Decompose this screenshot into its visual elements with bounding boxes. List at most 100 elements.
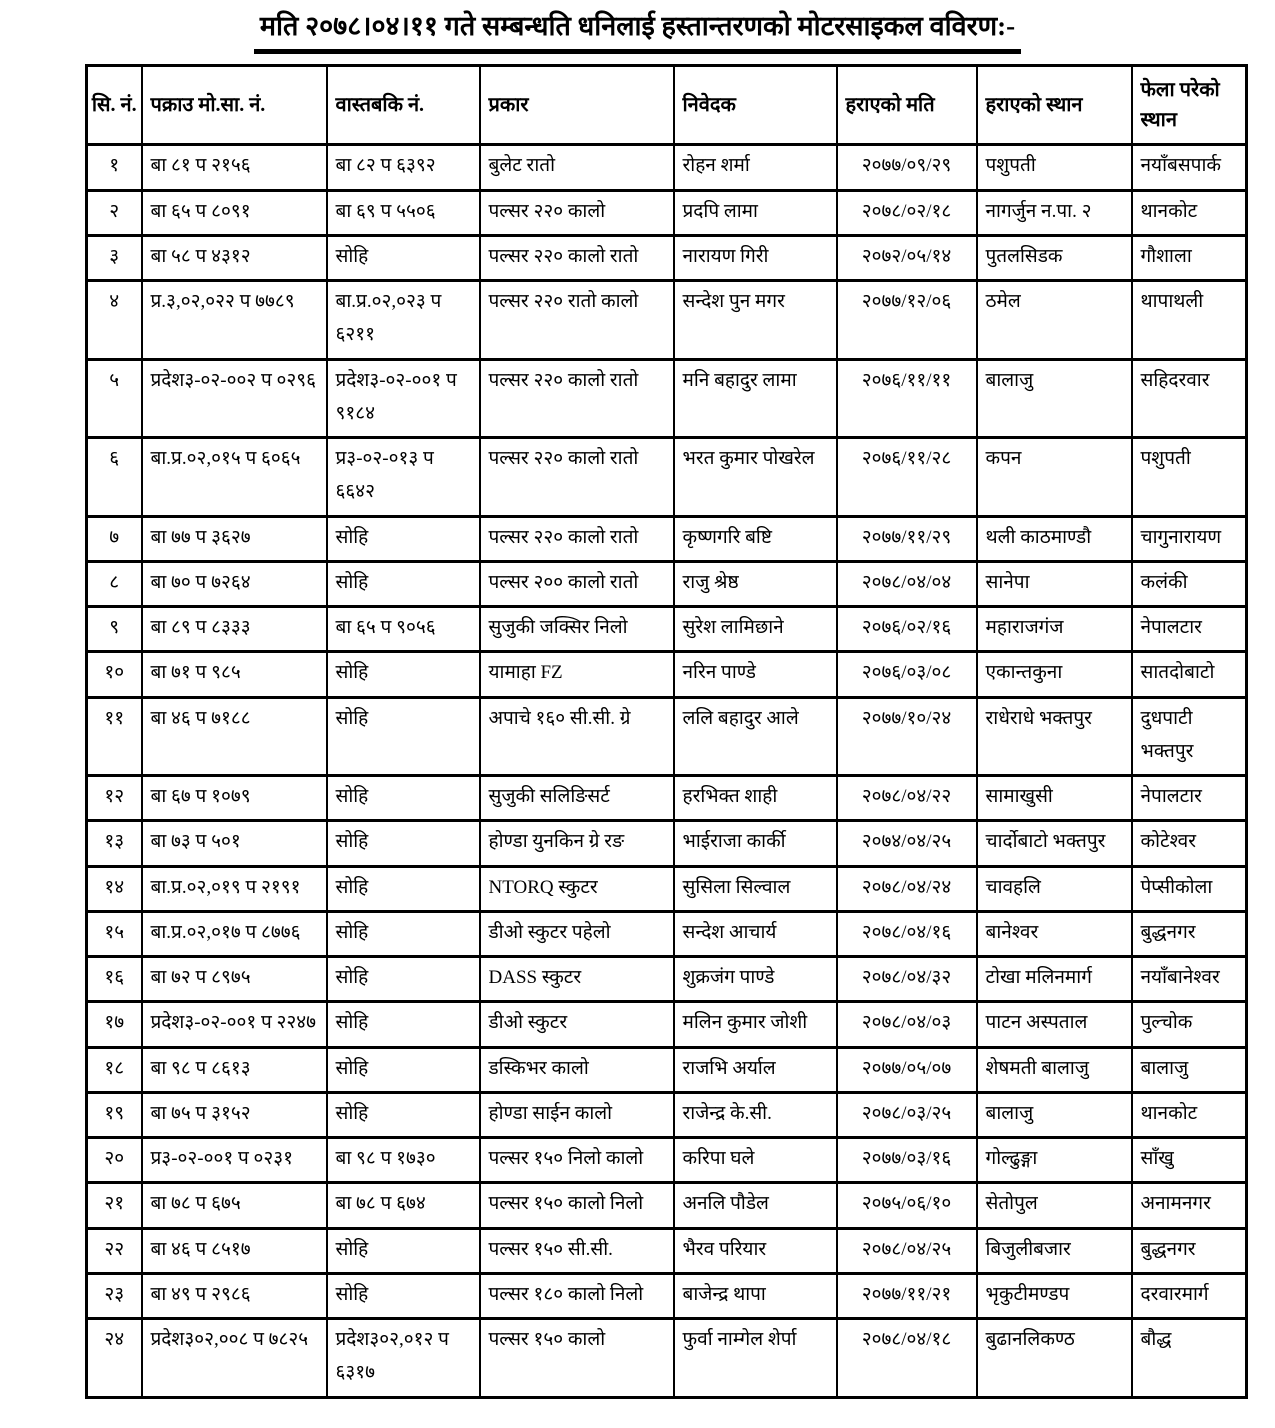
table-cell: १८ (85, 1045, 143, 1094)
table-cell: होण्डा युनकिन ग्रे रङ (478, 819, 675, 868)
table-cell: साँखु (1130, 1136, 1248, 1185)
table-cell: पुतलसिडक (975, 233, 1133, 283)
table-cell: बुलेट रातो (478, 143, 675, 192)
page-title: मति २०७८।०४।११ गते सम्बन्धति धनिलाई हस्त… (253, 8, 1022, 55)
table-row: २ बा ६५ प ८०९१ बा ६९ प ५५०६ पल्सर २२० कालो प… (85, 188, 1248, 237)
table-cell: नागर्जुन न.पा. २ (975, 188, 1133, 237)
table-cell: बा ९८ प १७३० (325, 1136, 481, 1185)
table-cell: DASS स्कुटर (478, 955, 675, 1004)
table-cell: १३ (85, 819, 143, 868)
table-cell: २०७६/०२/१६ (835, 605, 978, 654)
table-cell: २०७८/०४/३२ (835, 955, 978, 1004)
table-cell: प्रदेश३-०२-००१ प ९१८४ (325, 357, 481, 440)
table-cell: राजु श्रेष्ठ (672, 559, 838, 609)
table-cell: सोहि (325, 1090, 481, 1140)
table-cell: ३ (85, 233, 143, 283)
table-row: १६ बा ७२ प ८९७५ सोहि DASS स्कुटर शुक्रजंग पा… (85, 955, 1248, 1004)
table-cell: १७ (85, 1000, 143, 1049)
table-cell: २३ (85, 1271, 143, 1321)
table-cell: पशुपती (975, 143, 1133, 192)
table-cell: दुधपाटी भक्तपुर (1130, 695, 1248, 778)
table-cell: एकान्तकुना (975, 650, 1133, 699)
table-row: १२ बा ६७ प १०७९ सोहि सुजुकी सलिङिसर्ट हरभिक्… (85, 774, 1248, 823)
table-cell: अनलि पौडेल (672, 1181, 838, 1230)
table-cell: २०७६/०३/०८ (835, 650, 978, 699)
table-cell: २०७८/०४/१६ (835, 909, 978, 959)
table-cell: ७ (85, 514, 143, 563)
table-cell: करिपा घले (672, 1136, 838, 1185)
table-cell: सन्देश पुन मगर (672, 279, 838, 361)
table-cell: भृकुटीमण्डप (975, 1271, 1133, 1321)
table-cell: नेपालटार (1130, 605, 1248, 654)
table-cell: बुद्धनगर (1130, 909, 1248, 959)
table-cell: सेतोपुल (975, 1181, 1133, 1230)
table-cell: नरिन पाण्डे (672, 650, 838, 699)
table-cell: बा ६७ प १०७९ (140, 774, 328, 823)
table-cell: अपाचे १६० सी.सी. ग्रे (478, 695, 675, 778)
table-cell: सन्देश आचार्य (672, 909, 838, 959)
table-cell: २०७७/०५/०७ (835, 1045, 978, 1094)
table-cell: सोहि (325, 233, 481, 283)
table-row: १४ बा.प्र.०२,०१९ प २१९१ सोहि NTORQ स्कुटर सु… (85, 864, 1248, 913)
table-cell: सुजुकी सलिङिसर्ट (478, 774, 675, 823)
table-cell: पुल्चोक (1130, 1000, 1248, 1049)
table-cell: बा ६५ प ८०९१ (140, 188, 328, 237)
table-row: ८ बा ७० प ७२६४ सोहि पल्सर २०० कालो रातो राजु… (85, 559, 1248, 609)
table-cell: बा ८९ प ८३३३ (140, 605, 328, 654)
table-cell: २०७५/०६/१० (835, 1181, 978, 1230)
table-row: १७ प्रदेश३-०२-००१ प २२४७ सोहि डीओ स्कुटर मलि… (85, 1000, 1248, 1049)
column-header: हराएको स्थान (975, 64, 1133, 147)
table-cell: २०७८/०४/०३ (835, 1000, 978, 1049)
table-cell: २०७८/०४/२५ (835, 1226, 978, 1275)
table-cell: सोहि (325, 559, 481, 609)
table-cell: बा ९८ प ८६१३ (140, 1045, 328, 1094)
table-cell: बुद्धनगर (1130, 1226, 1248, 1275)
table-row: २४ प्रदेश३०२,००८ प ७८२५ प्रदेश३०२,०१२ प ६३… (85, 1317, 1248, 1399)
table-cell: २०७७/११/२९ (835, 514, 978, 563)
table-cell: प्रदेश३-०२-००२ प ०२९६ (140, 357, 328, 440)
column-header: हराएको मति (835, 64, 978, 147)
table-cell: पाटन अस्पताल (975, 1000, 1133, 1049)
table-row: ४ प्र.३,०२,०२२ प ७७८९ बा.प्र.०२,०२३ प ६२११… (85, 279, 1248, 361)
table-cell: बा ७८ प ६७५ (140, 1181, 328, 1230)
table-cell: पल्सर १५० सी.सी. (478, 1226, 675, 1275)
table-row: १५ बा.प्र.०२,०१७ प ८७७६ सोहि डीओ स्कुटर पहे… (85, 909, 1248, 959)
table-row: ७ बा ७७ प ३६२७ सोहि पल्सर २२० कालो रातो कृष्… (85, 514, 1248, 563)
table-body: १ बा ८१ प २१५६ बा ८२ प ६३९२ बुलेट रातो रोहन … (85, 143, 1248, 1399)
table-cell: महाराजगंज (975, 605, 1133, 654)
column-header: पक्राउ मो.सा. नं. (140, 64, 328, 147)
table-cell: २०७७/१०/२४ (835, 695, 978, 778)
table-cell: भैरव परियार (672, 1226, 838, 1275)
table-cell: बा ७७ प ३६२७ (140, 514, 328, 563)
table-cell: रोहन शर्मा (672, 143, 838, 192)
table-cell: सामाखुसी (975, 774, 1133, 823)
table-cell: २०७८/०४/२२ (835, 774, 978, 823)
table-cell: २२ (85, 1226, 143, 1275)
table-cell: सातदोबाटो (1130, 650, 1248, 699)
table-cell: बा ८१ प २१५६ (140, 143, 328, 192)
table-row: २० प्र३-०२-००१ प ०२३१ बा ९८ प १७३० पल्सर १५… (85, 1136, 1248, 1185)
table-cell: सोहि (325, 1271, 481, 1321)
table-cell: पल्सर १५० कालो निलो (478, 1181, 675, 1230)
table-cell: बालाजु (975, 1090, 1133, 1140)
table-row: ११ बा ४६ प ७१८८ सोहि अपाचे १६० सी.सी. ग्रे ल… (85, 695, 1248, 778)
table-cell: २०७४/०४/२५ (835, 819, 978, 868)
table-cell: शुक्रजंग पाण्डे (672, 955, 838, 1004)
table-cell: थली काठमाण्डौ (975, 514, 1133, 563)
table-cell: नयाँबसपार्क (1130, 143, 1248, 192)
table-cell: सुसिला सिल्वाल (672, 864, 838, 913)
table-cell: नयाँबानेश्वर (1130, 955, 1248, 1004)
table-cell: बा ५८ प ४३१२ (140, 233, 328, 283)
table-cell: २ (85, 188, 143, 237)
column-header: सि. नं. (85, 64, 143, 147)
table-row: १९ बा ७५ प ३१५२ सोहि होण्डा साईन कालो राजेन्… (85, 1090, 1248, 1140)
table-cell: २०७८/०२/१८ (835, 188, 978, 237)
table-cell: बिजुलीबजार (975, 1226, 1133, 1275)
table-cell: प्रदपि लामा (672, 188, 838, 237)
table-cell: पल्सर १५० निलो कालो (478, 1136, 675, 1185)
table-head: सि. नं. पक्राउ मो.सा. नं. वास्तबकि नं. प्रक… (85, 64, 1248, 147)
table-cell: चागुनारायण (1130, 514, 1248, 563)
table-cell: सोहि (325, 650, 481, 699)
table-cell: सोहि (325, 1045, 481, 1094)
table-cell: राजभि अर्याल (672, 1045, 838, 1094)
